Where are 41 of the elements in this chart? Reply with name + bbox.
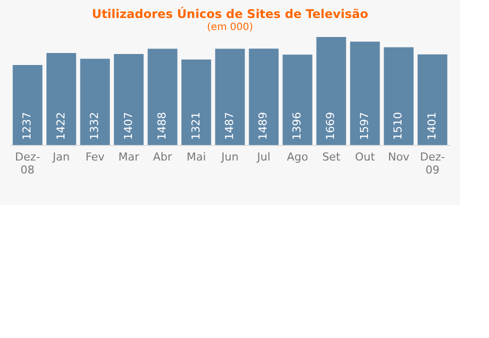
bar [248, 48, 279, 145]
data-label: 1489 [256, 112, 270, 140]
x-tick-label: Mar [118, 150, 140, 164]
data-label: 1422 [54, 112, 68, 140]
data-label: 1401 [425, 112, 438, 140]
x-tick-label: Ago [286, 150, 308, 164]
chart-title: Utilizadores Únicos de Sites de Televisão [92, 6, 368, 21]
x-tick-label: Abr [153, 150, 173, 164]
data-label: 1669 [324, 112, 338, 140]
bar [316, 37, 346, 145]
bar [12, 64, 42, 145]
x-tick-label: Out [354, 150, 376, 164]
x-tick-label: Mai [186, 150, 206, 164]
bar [46, 52, 76, 145]
x-tick-label: Set [322, 150, 341, 164]
bar [148, 48, 178, 145]
data-label: 1510 [392, 112, 405, 140]
x-tick-label: Fev [86, 150, 106, 164]
bar [114, 54, 144, 145]
x-tick-label: Dez-08 [15, 150, 40, 176]
x-tick-label: Jun [220, 150, 239, 164]
data-label: 1237 [20, 112, 34, 140]
x-tick-label: Dez-09 [420, 150, 445, 176]
bar [80, 58, 110, 145]
x-tick-label: Nov [388, 150, 410, 164]
data-label: 1396 [290, 112, 304, 140]
bar [350, 42, 380, 145]
data-label: 1332 [88, 112, 102, 140]
x-tick-label: Jan [52, 150, 70, 164]
bar [181, 60, 212, 145]
chart-subtitle: (em 000) [207, 22, 254, 33]
data-label: 1488 [156, 112, 169, 140]
x-tick-label: Jul [256, 150, 270, 164]
data-label: 1321 [189, 112, 202, 140]
bar [215, 48, 245, 145]
bar [384, 47, 414, 145]
bar [282, 54, 312, 145]
data-label: 1407 [122, 112, 135, 140]
data-label: 1487 [223, 112, 236, 140]
data-label: 1597 [358, 112, 371, 140]
bar [418, 54, 448, 145]
